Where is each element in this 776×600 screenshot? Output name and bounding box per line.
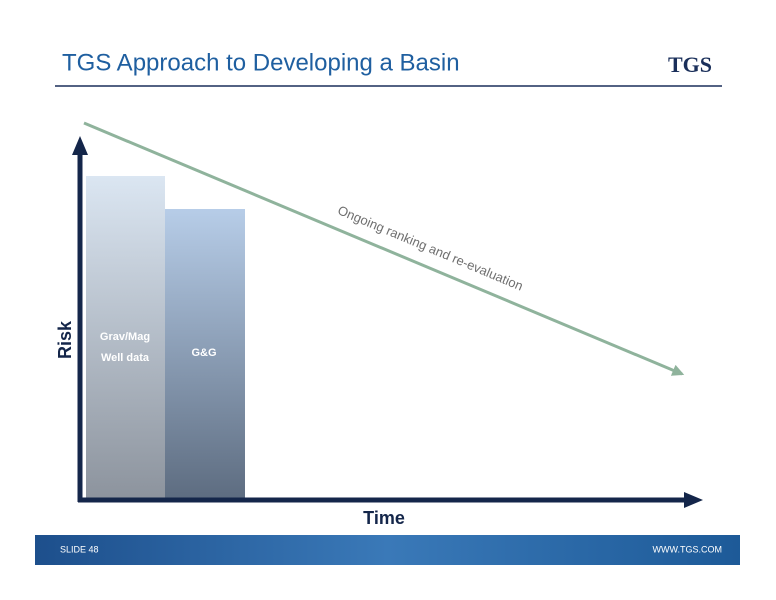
trend-label: Ongoing ranking and re-evaluation bbox=[336, 202, 526, 293]
x-axis-label: Time bbox=[363, 508, 405, 528]
logo: TGS bbox=[668, 52, 712, 77]
y-arrowhead bbox=[72, 136, 88, 155]
x-arrowhead bbox=[684, 492, 703, 508]
y-axis-label: Risk bbox=[55, 320, 75, 359]
title: TGS Approach to Developing a Basin bbox=[62, 49, 460, 76]
block-label: Grav/Mag bbox=[100, 331, 150, 343]
block-label: Well data bbox=[101, 352, 150, 364]
block bbox=[165, 209, 245, 500]
block-label: G&G bbox=[191, 347, 216, 359]
footer-band bbox=[35, 535, 740, 565]
trend-arrow bbox=[83, 121, 685, 376]
website: WWW.TGS.COM bbox=[653, 544, 723, 554]
block bbox=[86, 176, 165, 500]
slide-number: SLIDE 48 bbox=[60, 544, 99, 554]
